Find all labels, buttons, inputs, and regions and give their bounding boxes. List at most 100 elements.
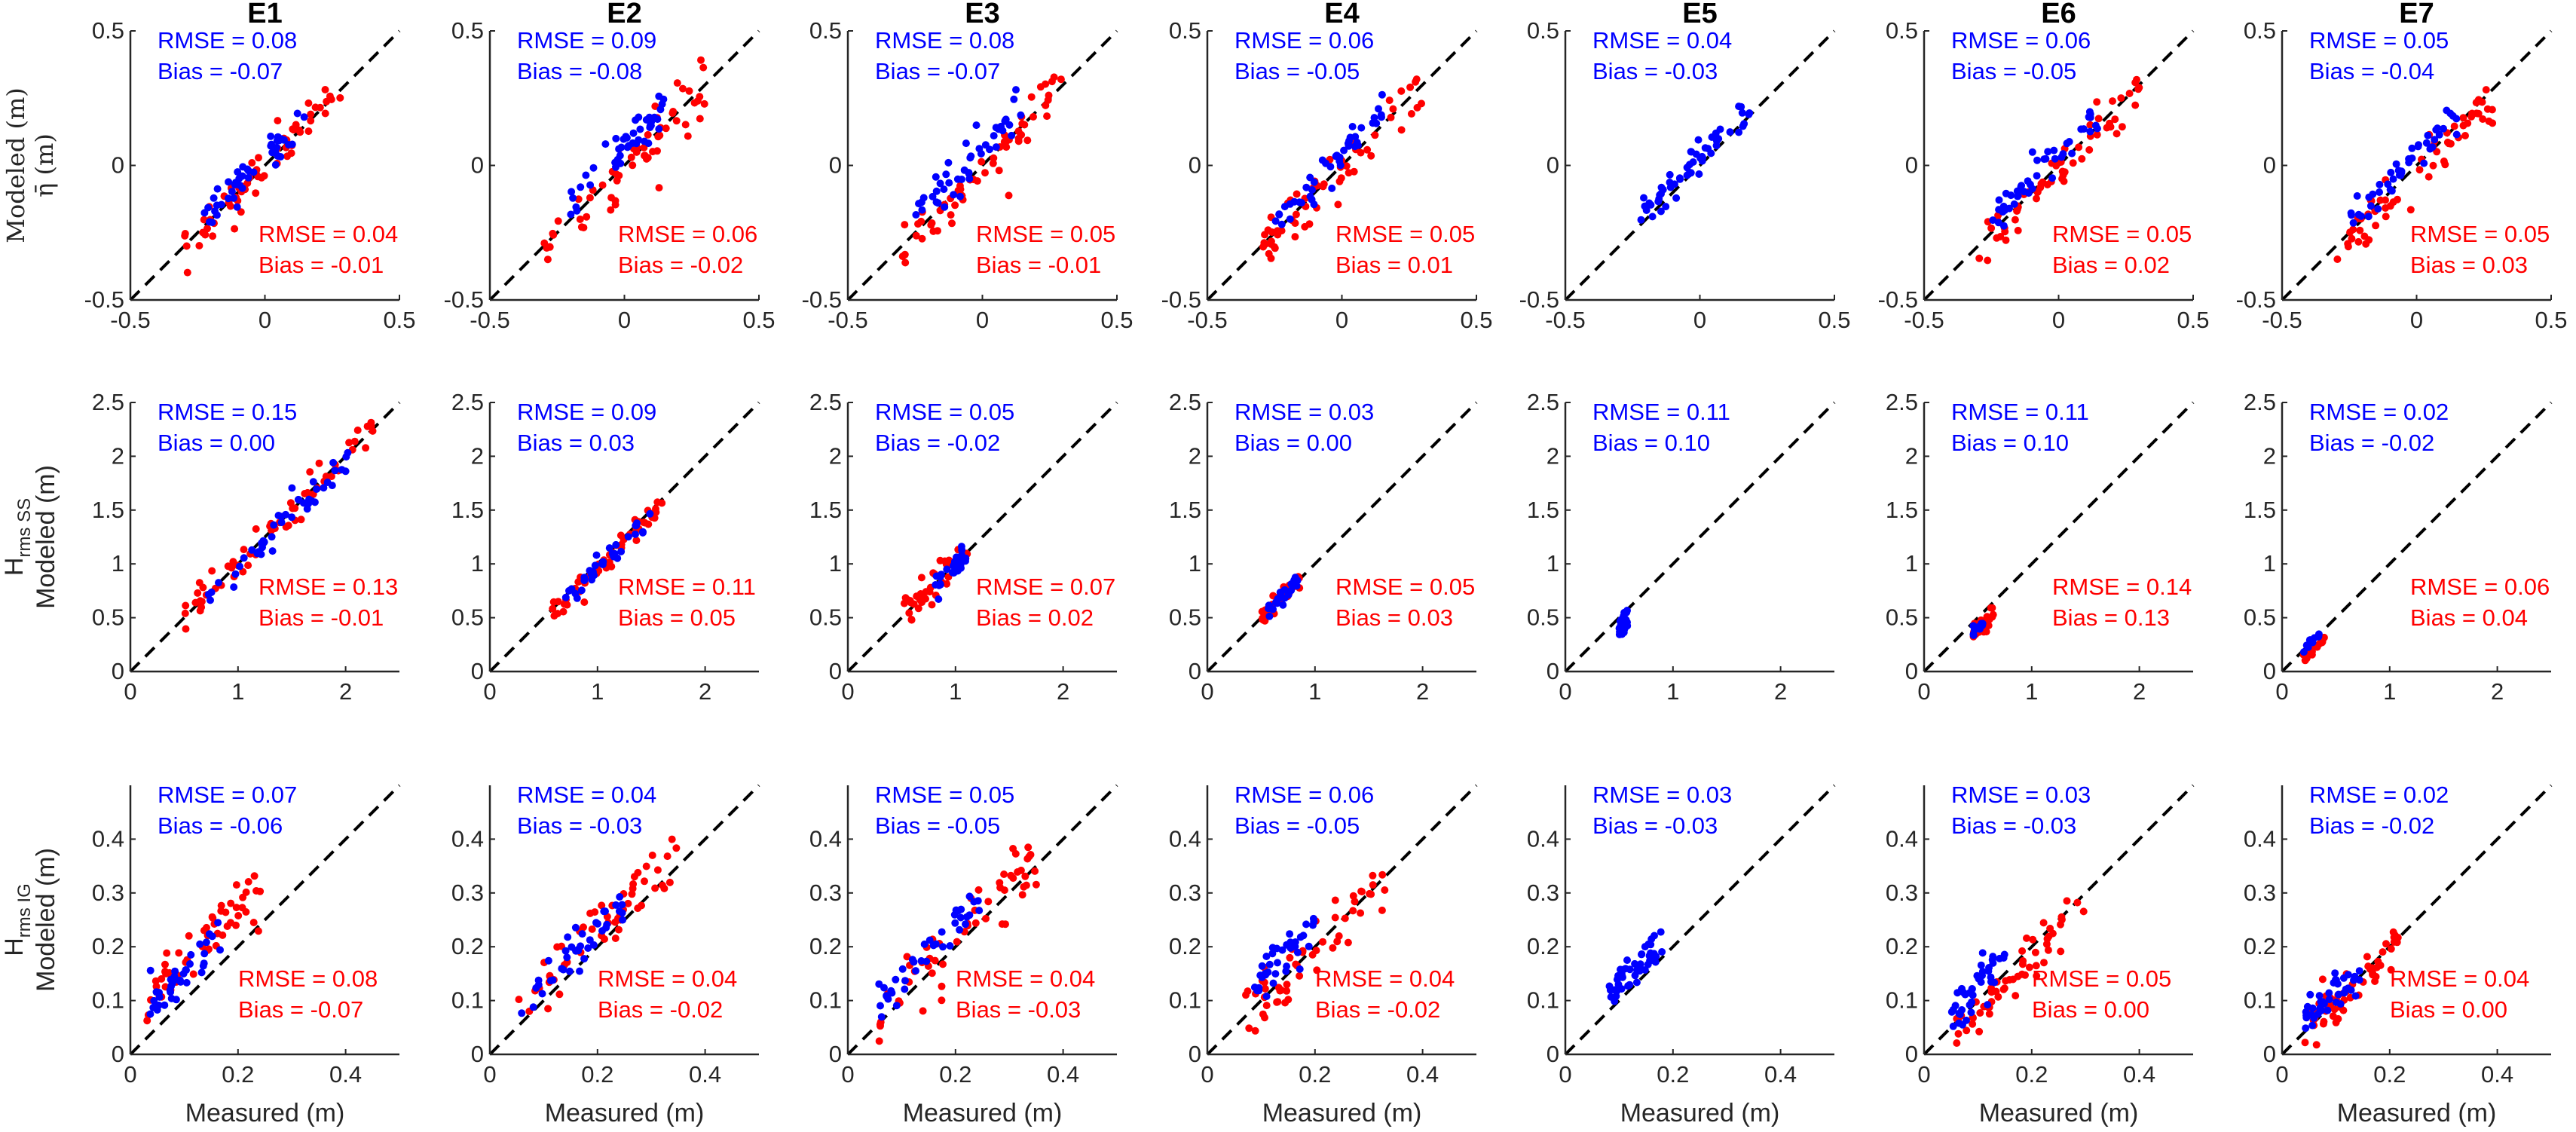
y-axis-symbol-label: Hrms IG — [0, 883, 35, 956]
red-point — [918, 234, 926, 243]
red-bias-label: Bias = 0.00 — [2032, 996, 2149, 1023]
blue-point — [2351, 992, 2360, 1000]
blue-point — [915, 200, 922, 208]
red-point — [152, 982, 161, 990]
blue-rmse-label: RMSE = 0.09 — [517, 399, 656, 425]
red-point — [1331, 913, 1339, 922]
blue-point — [204, 590, 213, 598]
blue-point — [518, 1009, 526, 1017]
red-bias-label: Bias = 0.13 — [2052, 604, 2170, 631]
red-point — [2025, 963, 2033, 971]
red-rmse-label: RMSE = 0.05 — [2052, 221, 2192, 247]
blue-bias-label: Bias = -0.07 — [875, 58, 1000, 84]
red-point — [248, 159, 256, 167]
red-point — [1335, 932, 1343, 940]
blue-point — [1698, 157, 1706, 165]
red-point — [700, 99, 708, 108]
blue-point — [288, 513, 296, 522]
red-bias-label: Bias = 0.01 — [1335, 252, 1453, 278]
blue-point — [277, 519, 286, 527]
red-point — [244, 561, 252, 570]
x-tick-label: 0.2 — [1299, 1061, 1331, 1088]
blue-point — [1989, 216, 1997, 225]
x-tick-label: 0 — [124, 1061, 136, 1088]
x-tick-label: 2 — [2133, 678, 2146, 705]
blue-point — [1648, 213, 1657, 221]
blue-point — [1375, 105, 1382, 113]
blue-point — [2374, 205, 2382, 213]
red-point — [580, 923, 587, 932]
red-point — [2086, 121, 2094, 129]
red-point — [1042, 80, 1050, 88]
blue-point — [2020, 188, 2028, 196]
red-point — [598, 901, 606, 910]
red-point — [304, 99, 313, 107]
blue-point — [2389, 175, 2397, 183]
blue-point — [1715, 135, 1723, 143]
blue-point — [1958, 1006, 1966, 1014]
blue-point — [1632, 978, 1641, 987]
red-point — [928, 219, 936, 227]
blue-point — [616, 893, 624, 901]
blue-point — [953, 175, 962, 183]
blue-point — [2050, 146, 2058, 155]
panel-eta-e4: -0.5 0 0.5 -0.5 0 0.5 RMSE = 0.06 Bias = -0.05 R… — [1161, 17, 1493, 333]
blue-point — [2316, 1005, 2324, 1013]
red-point — [181, 609, 189, 617]
x-axis-label: Measured (m) — [1262, 1099, 1422, 1127]
blue-point — [2010, 200, 2018, 208]
red-point — [1969, 1020, 1977, 1028]
blue-point — [341, 467, 350, 476]
red-point — [2079, 907, 2088, 916]
panel-eta-e2: -0.5 0 0.5 -0.5 0 0.5 RMSE = 0.09 Bias = -0.08 R… — [444, 17, 776, 333]
blue-point — [2428, 143, 2437, 151]
blue-point — [267, 132, 275, 140]
blue-point — [1735, 102, 1743, 111]
blue-point — [965, 911, 974, 919]
x-tick-label: 0.4 — [1406, 1061, 1439, 1088]
blue-point — [1344, 139, 1352, 148]
red-point — [1996, 233, 2005, 240]
red-point — [672, 117, 681, 125]
red-point — [2093, 130, 2101, 139]
y-tick-label: 2.5 — [1886, 389, 1918, 415]
red-point — [2057, 916, 2066, 924]
red-point — [1245, 1024, 1253, 1033]
blue-point — [1286, 215, 1294, 223]
red-point — [2406, 206, 2415, 214]
blue-point — [918, 206, 926, 214]
x-tick-label: 0 — [2410, 307, 2423, 333]
blue-point — [1966, 1001, 1974, 1009]
red-point — [690, 99, 699, 107]
blue-point — [1289, 939, 1296, 947]
red-point — [2131, 101, 2140, 109]
red-point — [2109, 97, 2116, 106]
blue-point — [582, 171, 590, 179]
red-point — [665, 878, 674, 886]
blue-point — [1262, 971, 1270, 979]
panel-hig-e1: 0 0.1 0.2 0.3 0.4 0 0.2 0.4 RMSE = 0.07 Bias = -0… — [92, 782, 401, 1088]
red-point — [1057, 75, 1065, 84]
y-tick-label: 0.4 — [451, 825, 484, 852]
blue-point — [901, 985, 909, 993]
red-point — [653, 498, 662, 506]
red-point — [553, 943, 561, 951]
y-tick-label: 1 — [829, 550, 842, 577]
blue-point — [2033, 156, 2041, 164]
red-point — [922, 588, 930, 596]
blue-point — [211, 207, 219, 216]
blue-point — [569, 194, 577, 202]
x-tick-label: 0.2 — [222, 1061, 254, 1088]
red-rmse-label: RMSE = 0.14 — [2052, 574, 2192, 600]
x-tick-label: 0 — [483, 1061, 496, 1088]
red-point — [672, 844, 681, 852]
blue-point — [932, 173, 940, 181]
x-axis-label: Measured (m) — [2337, 1099, 2497, 1127]
y-tick-label: 0 — [2263, 658, 2276, 684]
y-tick-label: 2.5 — [92, 389, 124, 415]
blue-point — [1695, 170, 1703, 178]
red-point — [554, 217, 562, 225]
red-rmse-label: RMSE = 0.05 — [1335, 221, 1475, 247]
red-point — [638, 901, 645, 910]
panel-hss-e6: 0 0.5 1 1.5 2 2.5 0 1 2 RMSE = 0.11 Bias = 0.10 RMS… — [1886, 389, 2195, 705]
